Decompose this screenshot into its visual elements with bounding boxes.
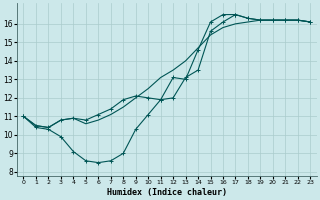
X-axis label: Humidex (Indice chaleur): Humidex (Indice chaleur)	[107, 188, 227, 197]
